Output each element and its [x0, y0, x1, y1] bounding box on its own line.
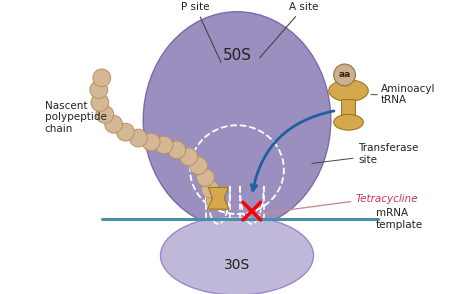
- Circle shape: [206, 192, 224, 210]
- Text: mRNA
template: mRNA template: [376, 208, 423, 230]
- Circle shape: [91, 94, 109, 111]
- Text: P site: P site: [181, 2, 221, 63]
- Circle shape: [96, 106, 114, 123]
- Text: Nascent
polypeptide
chain: Nascent polypeptide chain: [45, 101, 107, 134]
- Text: 50S: 50S: [222, 48, 252, 63]
- Circle shape: [180, 148, 198, 166]
- Text: Aminoacyl
tRNA: Aminoacyl tRNA: [381, 84, 436, 106]
- Circle shape: [201, 181, 219, 198]
- Circle shape: [168, 141, 186, 159]
- Polygon shape: [208, 187, 229, 209]
- FancyBboxPatch shape: [342, 100, 356, 121]
- Circle shape: [142, 133, 160, 151]
- Text: Tetracycline: Tetracycline: [356, 194, 418, 204]
- Circle shape: [93, 69, 110, 87]
- Ellipse shape: [329, 80, 368, 101]
- Circle shape: [334, 64, 356, 86]
- Circle shape: [197, 169, 214, 186]
- Circle shape: [105, 115, 122, 133]
- Text: aa: aa: [338, 70, 351, 79]
- Circle shape: [155, 136, 173, 154]
- Circle shape: [129, 129, 147, 147]
- Circle shape: [90, 81, 108, 98]
- Text: A site: A site: [260, 2, 319, 58]
- Circle shape: [190, 157, 208, 175]
- Circle shape: [117, 123, 134, 141]
- Text: 30S: 30S: [224, 258, 250, 272]
- Ellipse shape: [334, 114, 364, 130]
- Ellipse shape: [161, 216, 313, 294]
- Text: Transferase
site: Transferase site: [312, 143, 419, 165]
- Ellipse shape: [143, 12, 331, 229]
